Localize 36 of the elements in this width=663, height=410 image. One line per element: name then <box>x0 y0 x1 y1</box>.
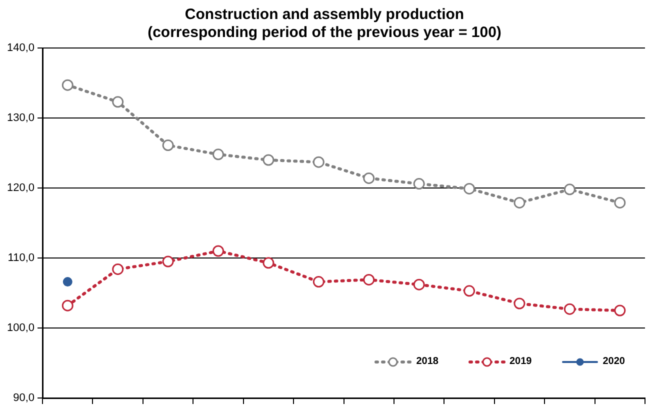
point <box>162 256 174 268</box>
legend-label: 2018 <box>416 356 438 367</box>
chart-subtitle: (corresponding period of the previous year = 100) <box>148 24 502 42</box>
point <box>464 285 476 297</box>
point <box>564 184 576 196</box>
legend-label: 2020 <box>602 356 625 367</box>
y-tick-label: 140,0 <box>6 42 35 54</box>
y-tick-label: 130,0 <box>6 112 35 124</box>
point <box>614 304 626 316</box>
point <box>363 274 375 286</box>
point <box>363 172 375 184</box>
legend-label: 2019 <box>510 356 532 367</box>
point <box>614 196 626 208</box>
y-tick-label: 110,0 <box>8 252 35 264</box>
y-tick-label: 100,0 <box>6 322 35 334</box>
point <box>62 277 72 287</box>
y-tick-label: 90,0 <box>13 392 35 404</box>
point <box>564 303 576 315</box>
point <box>112 96 124 108</box>
point <box>62 300 74 312</box>
y-tick-label: 120,0 <box>6 182 35 194</box>
point <box>62 79 74 91</box>
point <box>262 154 274 166</box>
point <box>413 278 425 290</box>
point <box>413 178 425 190</box>
point <box>262 257 274 269</box>
point <box>212 245 224 257</box>
point <box>514 196 526 208</box>
point <box>212 148 224 160</box>
point <box>312 276 324 288</box>
point <box>464 182 476 194</box>
point <box>312 156 324 168</box>
chart-title: Construction and assembly production <box>184 6 464 24</box>
point <box>112 263 124 275</box>
point <box>162 140 174 152</box>
point <box>514 298 526 310</box>
